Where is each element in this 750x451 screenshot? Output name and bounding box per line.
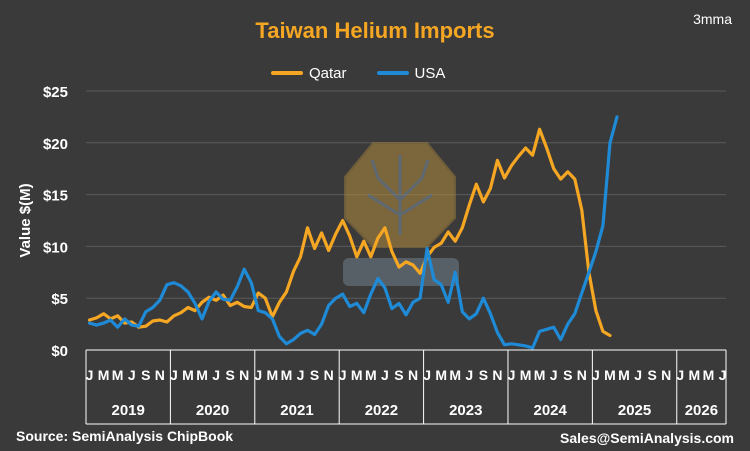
source-note: Source: SemiAnalysis ChipBook — [16, 428, 234, 444]
x-tick-label: N — [577, 367, 587, 383]
x-tick-label: S — [310, 367, 319, 383]
x-tick-label: M — [604, 367, 616, 383]
x-tick-label: M — [196, 367, 208, 383]
x-tick-label: M — [182, 367, 194, 383]
year-label: 2019 — [112, 402, 145, 419]
x-tick-label: J — [297, 367, 305, 383]
y-tick-label: $15 — [43, 188, 68, 205]
x-tick-label: J — [128, 367, 136, 383]
x-tick-label: M — [112, 367, 124, 383]
x-tick-label: J — [508, 367, 516, 383]
chart-legend: Qatar USA — [271, 63, 475, 83]
year-label: 2024 — [533, 402, 567, 419]
x-tick-label: S — [563, 367, 572, 383]
x-tick-label: S — [479, 367, 488, 383]
legend-item-qatar: Qatar — [271, 65, 347, 82]
year-label: 2023 — [449, 402, 482, 419]
watermark-wordmark — [343, 258, 459, 286]
x-tick-label: J — [634, 367, 642, 383]
year-label: 2022 — [365, 402, 398, 419]
x-tick-label: J — [339, 367, 347, 383]
x-tick-label: N — [324, 367, 334, 383]
contact-email: Sales@SemiAnalysis.com — [560, 430, 734, 446]
x-tick-label: S — [141, 367, 150, 383]
x-tick-label: N — [155, 367, 165, 383]
x-tick-label: J — [719, 367, 727, 383]
y-tick-label: $10 — [43, 239, 68, 256]
x-tick-label: M — [520, 367, 532, 383]
x-tick-label: S — [226, 367, 235, 383]
x-tick-label: M — [281, 367, 293, 383]
x-tick-label: M — [98, 367, 110, 383]
x-tick-label: M — [365, 367, 377, 383]
x-tick-label: M — [449, 367, 461, 383]
x-tick-label: J — [170, 367, 178, 383]
x-tick-label: M — [689, 367, 701, 383]
x-tick-label: N — [492, 367, 502, 383]
x-tick-label: M — [435, 367, 447, 383]
x-tick-label: M — [534, 367, 546, 383]
y-tick-label: $25 — [43, 84, 68, 101]
y-tick-label: $5 — [51, 291, 68, 308]
x-tick-label: N — [408, 367, 418, 383]
series-line-qatar — [87, 127, 612, 338]
x-tick-label: J — [86, 367, 94, 383]
x-tick-label: J — [465, 367, 473, 383]
x-tick-label: J — [381, 367, 389, 383]
watermark-logo — [343, 142, 459, 286]
x-tick-label: S — [647, 367, 656, 383]
x-tick-label: M — [703, 367, 715, 383]
year-label: 2021 — [280, 402, 313, 419]
x-tick-label: J — [254, 367, 262, 383]
x-tick-label: N — [239, 367, 249, 383]
x-tick-label: M — [351, 367, 363, 383]
x-tick-label: J — [550, 367, 558, 383]
x-tick-label: J — [592, 367, 600, 383]
year-label: 2026 — [685, 402, 718, 419]
legend-label-qatar: Qatar — [309, 64, 347, 82]
x-tick-label: M — [618, 367, 630, 383]
watermark-tree-icon — [367, 155, 433, 235]
x-tick-label: J — [676, 367, 684, 383]
y-tick-label: $0 — [51, 343, 68, 360]
y-tick-label: $20 — [43, 136, 68, 153]
legend-swatch-qatar — [271, 71, 303, 75]
chart-title: Taiwan Helium Imports — [255, 18, 495, 43]
y-axis-title: Value $(M) — [17, 183, 34, 257]
legend-item-usa: USA — [376, 64, 446, 82]
legend-label-usa: USA — [414, 64, 446, 82]
series-line-usa — [87, 115, 619, 350]
x-tick-label: N — [661, 367, 671, 383]
x-tick-label: J — [423, 367, 431, 383]
x-tick-label: S — [394, 367, 403, 383]
year-label: 2020 — [196, 402, 229, 419]
x-tick-label: M — [267, 367, 279, 383]
moving-average-badge: 3mma — [693, 11, 732, 27]
x-tick-label: J — [212, 367, 220, 383]
legend-swatch-usa — [376, 71, 409, 75]
year-label: 2025 — [618, 402, 651, 419]
